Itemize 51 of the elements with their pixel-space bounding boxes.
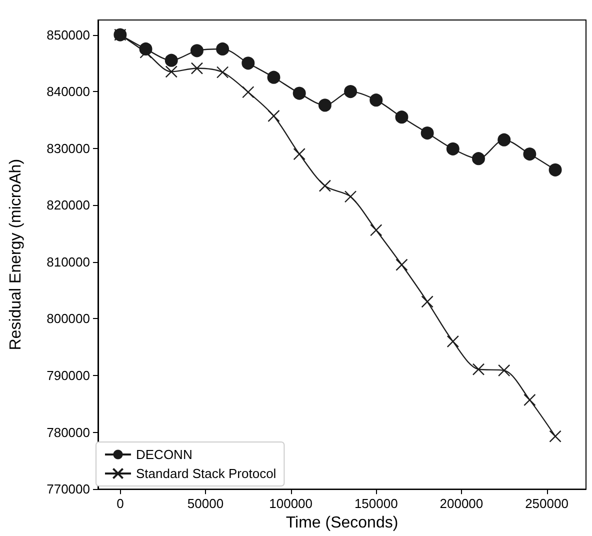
legend-label: Standard Stack Protocol: [136, 466, 276, 481]
point: [344, 85, 358, 98]
point: [498, 364, 510, 377]
point: [396, 258, 408, 271]
point: [472, 152, 486, 166]
legend-label: DECONN: [136, 447, 192, 462]
point: [549, 430, 562, 442]
point: [548, 163, 562, 176]
point: [292, 86, 306, 100]
y-tick-label: 810000: [46, 254, 90, 270]
x-tick-label: 50000: [187, 496, 224, 512]
point: [242, 86, 254, 98]
x-tick-label: 150000: [354, 496, 398, 512]
point: [165, 66, 178, 78]
point: [318, 98, 332, 112]
point: [268, 110, 280, 122]
y-tick-label: 830000: [46, 140, 90, 156]
y-tick-label: 840000: [46, 84, 90, 100]
point: [190, 44, 204, 58]
point: [524, 394, 536, 406]
point: [190, 62, 204, 74]
x-tick-label: 200000: [440, 496, 484, 512]
x-tick-label: 100000: [269, 496, 313, 512]
point: [164, 54, 178, 67]
y-tick-label: 770000: [46, 482, 90, 497]
x-tick-label: 0: [116, 496, 124, 512]
point: [420, 126, 434, 140]
point: [293, 148, 306, 160]
point: [446, 335, 460, 348]
point: [370, 94, 383, 107]
x-tick-label: 250000: [525, 496, 568, 512]
point: [421, 296, 434, 308]
point: [344, 190, 357, 203]
point: [523, 148, 536, 161]
y-axis-title: Residual Energy (microAh): [8, 158, 24, 350]
point: [498, 133, 511, 146]
point: [370, 224, 382, 236]
y-tick-label: 780000: [46, 424, 90, 440]
point: [472, 363, 485, 376]
point: [242, 56, 255, 70]
y-tick-label: 850000: [46, 27, 90, 42]
y-tick-label: 790000: [46, 368, 90, 384]
y-tick-label: 800000: [46, 311, 90, 326]
point: [318, 180, 332, 192]
x-axis-title: Time (Seconds): [286, 514, 398, 532]
y-tick-label: 820000: [46, 198, 90, 213]
point: [216, 42, 230, 56]
point: [395, 110, 408, 124]
point: [267, 70, 280, 84]
point: [446, 142, 460, 156]
point: [216, 66, 229, 78]
